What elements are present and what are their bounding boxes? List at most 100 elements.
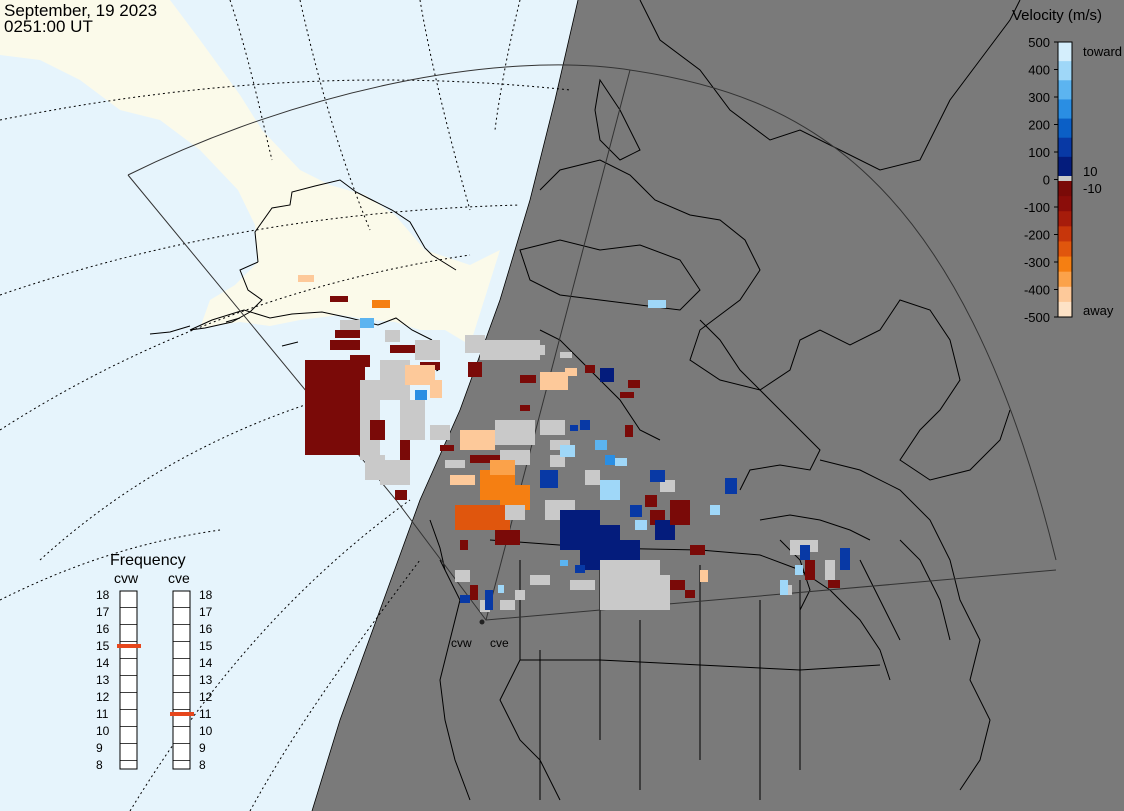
scatter-cell bbox=[298, 275, 314, 282]
scatter-cell bbox=[625, 425, 633, 437]
date-label: September, 19 2023 bbox=[4, 1, 158, 20]
frequency-scales: 18 17 16 15 14 13 12 11 10 9 8 18 17 16 15 14 13 12 11 10 9 8 bbox=[96, 588, 213, 772]
scatter-cell bbox=[615, 458, 627, 466]
frequency-scale-label: 15 bbox=[96, 639, 110, 653]
scatter-cell bbox=[515, 590, 525, 600]
colorbar-tick-label: 300 bbox=[1028, 90, 1050, 105]
colorbar-swatch bbox=[1058, 226, 1072, 242]
frequency-scale-label: 14 bbox=[199, 656, 213, 670]
frequency-scale-label: 18 bbox=[199, 588, 213, 602]
scatter-cell bbox=[495, 530, 520, 545]
scatter-cell bbox=[600, 480, 620, 500]
colorbar-swatch bbox=[1058, 271, 1072, 288]
scatter-cell bbox=[340, 320, 360, 330]
scatter-cell bbox=[595, 440, 607, 450]
scatter-cell bbox=[415, 340, 440, 360]
frequency-scale-label: 12 bbox=[96, 690, 110, 704]
colorbar-swatch bbox=[1058, 196, 1072, 212]
scatter-cell bbox=[710, 505, 720, 515]
scatter-cell bbox=[825, 560, 835, 580]
scatter-cell bbox=[530, 345, 545, 355]
scatter-cell bbox=[570, 580, 595, 590]
scatter-cell bbox=[400, 440, 410, 460]
frequency-scale-label: 13 bbox=[96, 673, 110, 687]
frequency-title: Frequency bbox=[110, 552, 186, 569]
frequency-scale-label: 15 bbox=[199, 639, 213, 653]
frequency-scale-label: 17 bbox=[199, 605, 213, 619]
scatter-cell bbox=[372, 300, 390, 308]
scatter-cell bbox=[330, 340, 360, 350]
scatter-cell bbox=[480, 340, 540, 360]
scatter-cell bbox=[498, 585, 504, 593]
scatter-cell bbox=[560, 445, 575, 457]
scatter-cell bbox=[330, 296, 348, 302]
scatter-cell bbox=[575, 565, 585, 573]
colorbar-tick-label: -500 bbox=[1024, 310, 1050, 325]
scatter-cell bbox=[650, 470, 665, 482]
scatter-cell bbox=[370, 420, 385, 440]
frequency-scale-label: 18 bbox=[96, 588, 110, 602]
scatter-cell bbox=[700, 570, 708, 582]
scatter-cell bbox=[810, 540, 818, 552]
frequency-scale-label: 9 bbox=[199, 741, 206, 755]
radar-site-label-cvw: cvw bbox=[451, 636, 472, 650]
scatter-cell bbox=[635, 520, 647, 530]
scatter-cell bbox=[350, 355, 370, 367]
coastlines-borders bbox=[429, 0, 1021, 801]
aleutian-islands bbox=[149, 317, 299, 347]
scatter-cell bbox=[445, 460, 465, 468]
colorbar-swatch bbox=[1058, 301, 1072, 318]
colorbar-swatch bbox=[1058, 256, 1072, 273]
frequency-marker-cve bbox=[170, 712, 194, 716]
frequency-scale-label: 12 bbox=[199, 690, 213, 704]
colorbar-tick-labels: 500 400 300 200 100 0 -100 -200 -300 -400 -500 bbox=[1024, 35, 1058, 325]
colorbar-toward-label: toward bbox=[1083, 44, 1122, 59]
velocity-colorbar: Velocity (m/s) 500 400 300 200 100 0 -100 -200 -… bbox=[1012, 7, 1122, 325]
frequency-scale-label: 11 bbox=[199, 707, 212, 721]
scatter-cell bbox=[660, 480, 675, 492]
colorbar-title: Velocity (m/s) bbox=[1012, 7, 1102, 24]
scatter-cell bbox=[540, 372, 568, 390]
scatter-cell bbox=[565, 368, 577, 376]
colorbar-swatch bbox=[1058, 211, 1072, 227]
scatter-cell bbox=[840, 548, 850, 570]
colorbar-swatch bbox=[1058, 80, 1072, 100]
frequency-scale-label: 10 bbox=[199, 724, 213, 738]
graticule bbox=[0, 0, 571, 811]
colorbar-away-label: away bbox=[1083, 303, 1114, 318]
colorbar-tick-label: -100 bbox=[1024, 200, 1050, 215]
frequency-scale-label: 16 bbox=[199, 622, 213, 636]
colorbar-swatch-zero bbox=[1058, 176, 1072, 181]
scatter-cell bbox=[520, 405, 530, 411]
frequency-scale-label: 11 bbox=[96, 707, 109, 721]
colorbar-swatch bbox=[1058, 42, 1072, 62]
scatter-cell bbox=[670, 580, 685, 590]
scatter-cell bbox=[470, 515, 510, 530]
scatter-cell bbox=[470, 455, 500, 463]
colorbar-tick-label: 200 bbox=[1028, 118, 1050, 133]
scatter-cell bbox=[405, 365, 435, 385]
scatter-cell bbox=[648, 300, 666, 308]
frequency-radar-cvw: cvw bbox=[114, 570, 139, 586]
frequency-scale-box bbox=[172, 590, 191, 770]
scatter-cell bbox=[468, 362, 482, 377]
scatter-cell bbox=[540, 470, 558, 488]
colorbar-tick-label: 500 bbox=[1028, 35, 1050, 50]
scatter-cell bbox=[828, 580, 840, 588]
colorbar-tick-label: -400 bbox=[1024, 283, 1050, 298]
time-label: 0251:00 UT bbox=[4, 17, 93, 36]
backscatter-data bbox=[298, 275, 850, 612]
scatter-cell bbox=[490, 460, 515, 475]
colorbar-swatch bbox=[1058, 241, 1072, 258]
daylight-land-asia bbox=[0, 0, 140, 60]
scatter-cell bbox=[670, 500, 690, 525]
scatter-cell bbox=[470, 585, 478, 600]
scatter-cell bbox=[390, 345, 415, 353]
scatter-cell bbox=[585, 365, 595, 373]
frequency-scale-box bbox=[119, 590, 138, 770]
scatter-cell bbox=[570, 425, 578, 431]
radar-site-label-cve: cve bbox=[490, 636, 509, 650]
scatter-cell bbox=[560, 352, 572, 358]
